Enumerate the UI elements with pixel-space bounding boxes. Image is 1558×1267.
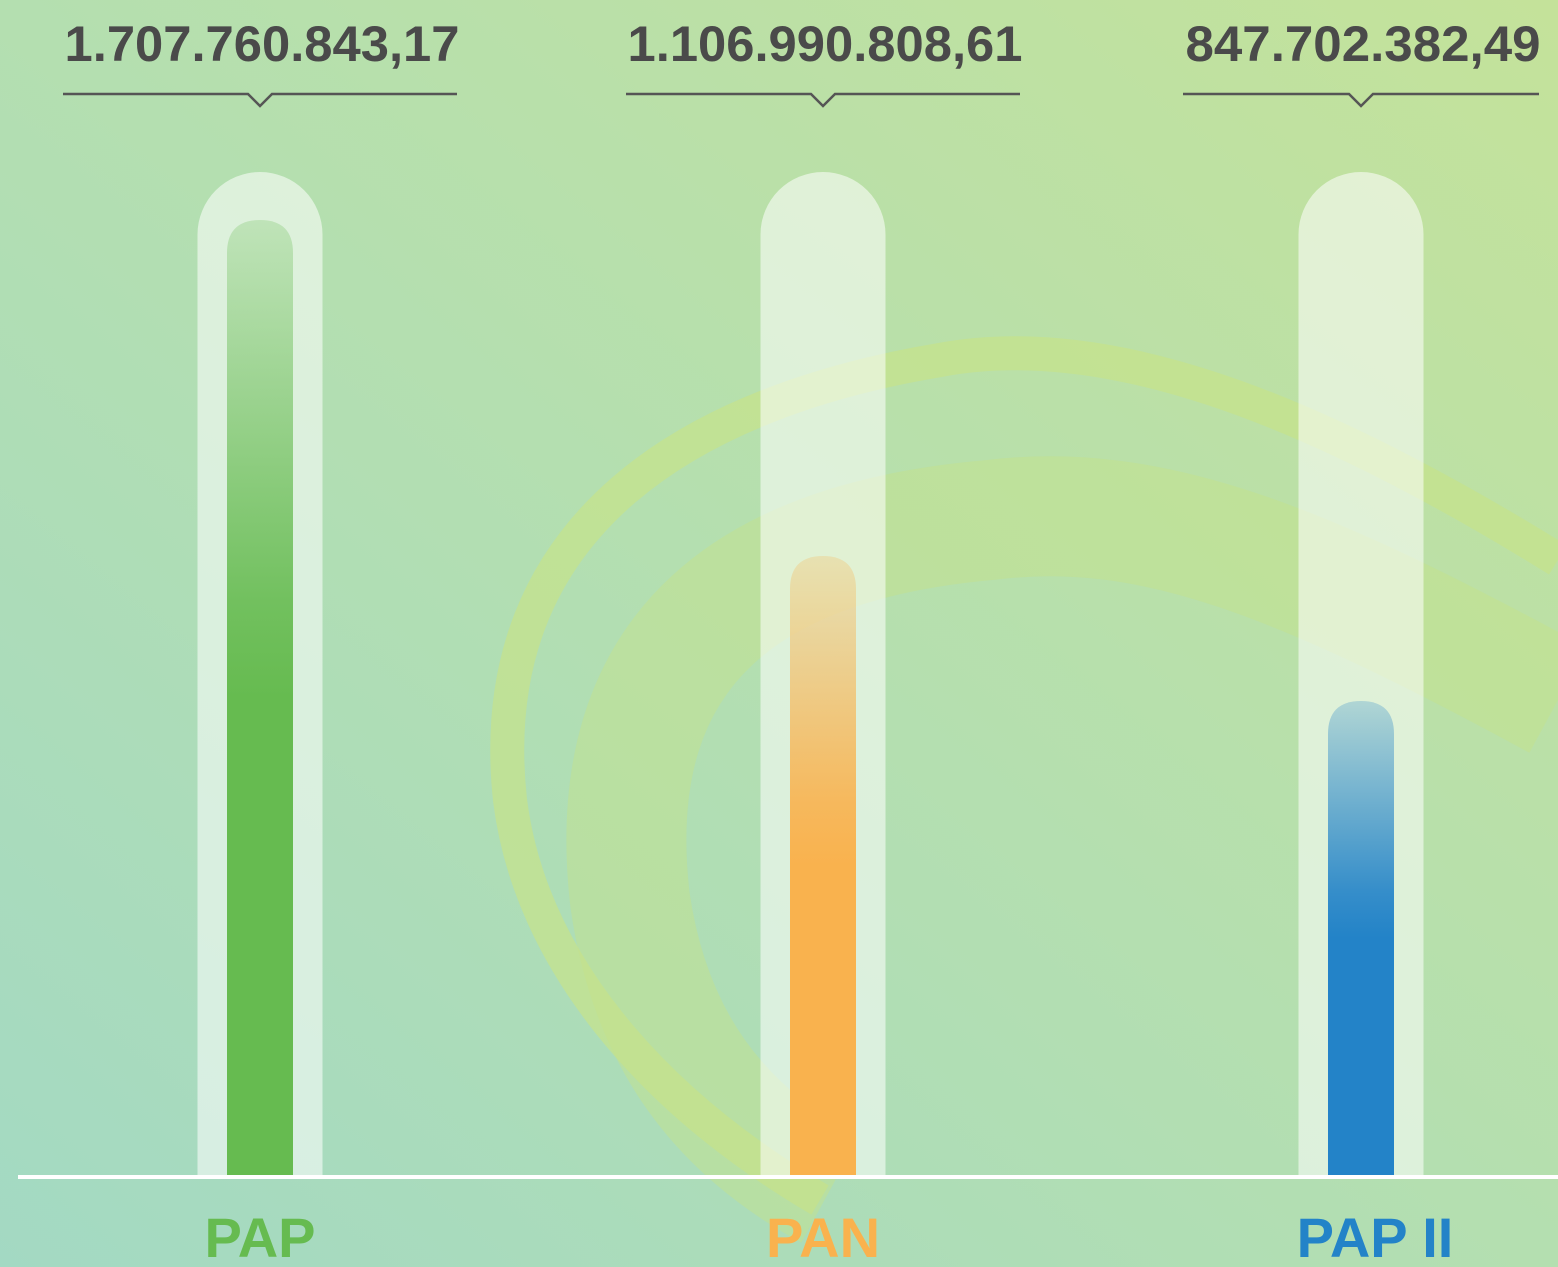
value-label: 1.707.760.843,17 [65, 16, 460, 72]
category-label: PAP II [1297, 1206, 1454, 1267]
value-label: 847.702.382,49 [1186, 16, 1541, 72]
bar [1328, 701, 1394, 1175]
category-label: PAN [766, 1206, 880, 1267]
bar [790, 556, 856, 1175]
bar [227, 220, 293, 1175]
category-label: PAP [205, 1206, 316, 1267]
value-label: 1.106.990.808,61 [628, 16, 1023, 72]
chart: 1.707.760.843,17 PAP 1.106.990.808,61 PAN 84… [0, 0, 1558, 1267]
